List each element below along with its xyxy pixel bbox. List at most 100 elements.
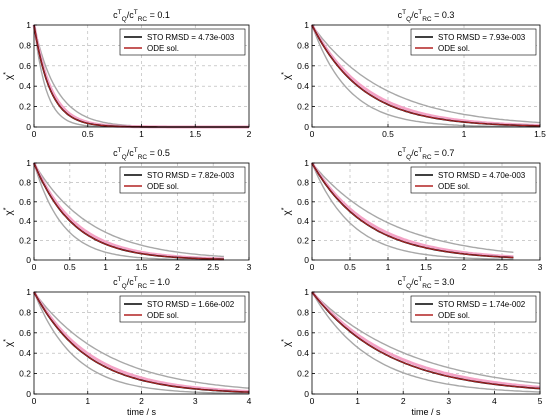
x-tick-label: 0.5	[82, 129, 94, 139]
y-axis-label: χ*	[3, 339, 15, 347]
x-tick-label: 1.5	[189, 129, 201, 139]
subplot-title: cTQ/cTRC = 1.0	[113, 276, 170, 290]
title-sup: T	[418, 276, 422, 283]
upper-spread-line	[311, 162, 514, 253]
title-value: = 3.0	[432, 277, 455, 287]
y-label-symbol: χ	[282, 341, 293, 347]
subplot-title: cTQ/cTRC = 0.5	[113, 147, 170, 161]
y-tick-label: 1	[304, 287, 309, 297]
upper-spread-line	[311, 291, 541, 385]
title-c: c	[398, 277, 403, 287]
title-sub: Q	[406, 154, 411, 161]
legend-box	[410, 166, 537, 194]
x-tick-label: 0.5	[64, 262, 76, 272]
x-tick-label: 1.5	[534, 129, 546, 139]
y-axis-label: χ*	[3, 207, 15, 215]
title-c: c	[398, 148, 403, 158]
legend-box	[410, 28, 537, 56]
x-tick-label: 0.5	[344, 262, 356, 272]
x-tick-label: 1	[103, 262, 108, 272]
x-tick-label: 0	[32, 129, 37, 139]
y-tick-label: 0.8	[19, 177, 31, 187]
title-sup: T	[402, 147, 406, 154]
y-label-superscript: *	[3, 72, 10, 75]
sto-band-line	[310, 291, 541, 389]
legend-ode-label: ODE sol.	[147, 182, 179, 191]
title-slash: /c	[411, 148, 419, 158]
x-tick-label: 2	[462, 262, 467, 272]
title-c: c	[113, 10, 118, 20]
x-tick-label: 2	[247, 129, 252, 139]
sto-band-line	[310, 162, 514, 259]
x-tick-label: 1.5	[136, 262, 148, 272]
title-sup: T	[402, 9, 406, 16]
title-slash: /c	[411, 277, 419, 287]
title-sup: T	[118, 276, 122, 283]
title-sup: T	[118, 147, 122, 154]
title-value: = 0.7	[432, 148, 455, 158]
x-tick-label: 0.5	[382, 129, 394, 139]
title-sub: Q	[122, 154, 127, 161]
legend-box	[119, 28, 246, 56]
legend-ode-label: ODE sol.	[147, 44, 179, 53]
x-tick-label: 3	[538, 262, 543, 272]
y-tick-label: 0.2	[297, 102, 309, 112]
ode-solution-line	[311, 291, 541, 390]
x-tick-label: 2	[175, 262, 180, 272]
title-c: c	[113, 277, 118, 287]
y-tick-label: 0.4	[19, 348, 31, 358]
title-sup: T	[418, 9, 422, 16]
y-tick-label: 0.4	[297, 216, 309, 226]
y-tick-label: 1	[304, 158, 309, 168]
legend-box	[119, 295, 246, 323]
y-tick-label: 0.8	[19, 307, 31, 317]
title-value: = 0.5	[147, 148, 170, 158]
title-c: c	[398, 10, 403, 20]
subplot-title: cTQ/cTRC = 0.7	[398, 147, 455, 161]
y-tick-label: 0.4	[19, 216, 31, 226]
title-value: = 0.3	[432, 10, 455, 20]
subplot-title: cTQ/cTRC = 0.3	[398, 9, 455, 23]
title-slash: /c	[127, 277, 135, 287]
subplot-title: cTQ/cTRC = 0.1	[113, 9, 170, 23]
axes-frame	[311, 291, 541, 395]
y-tick-label: 0.6	[297, 328, 309, 338]
title-sub: Q	[406, 283, 411, 290]
x-tick-label: 1	[462, 129, 467, 139]
x-tick-label: 2	[139, 396, 144, 406]
x-tick-label: 1.5	[420, 262, 432, 272]
subplot-1: 0 0.5 1 1.5 200.20.40.60.81χ*cTQ/cTRC = 0.1S…	[3, 9, 252, 139]
legend-ode-label: ODE sol.	[147, 311, 179, 320]
y-label-symbol: χ	[4, 209, 15, 215]
subplot-4: 0 0.5 1 1.5 2 2.5 300.20.40.60.81χ*cTQ/cTRC = …	[281, 147, 543, 272]
legend-box	[119, 166, 246, 194]
title-sub: Q	[406, 16, 411, 23]
legend-sto-label: STO RMSD = 1.66e-002	[147, 300, 235, 309]
legend-ode-label: ODE sol.	[438, 182, 470, 191]
legend-sto-label: STO RMSD = 1.74e-002	[438, 300, 526, 309]
ode-solution-line	[33, 162, 224, 260]
y-tick-label: 0.6	[19, 61, 31, 71]
x-tick-label: 2	[401, 396, 406, 406]
title-sub: RC	[138, 154, 148, 161]
x-tick-label: 3	[247, 262, 252, 272]
axes-frame	[311, 24, 541, 128]
x-tick-label: 0	[32, 396, 37, 406]
lower-spread-line	[311, 24, 540, 128]
title-sub: RC	[138, 16, 148, 23]
y-axis-label: χ*	[3, 72, 15, 80]
title-slash: /c	[127, 148, 135, 158]
x-tick-label: 3	[446, 396, 451, 406]
subplot-2: 0 0.5 1 1.500.20.40.60.81χ*cTQ/cTRC = 0.3ST…	[281, 9, 546, 139]
legend-sto-label: STO RMSD = 4.70e-003	[438, 171, 526, 180]
y-tick-label: 0	[304, 122, 309, 132]
y-tick-label: 0	[26, 389, 31, 399]
upper-spread-line	[311, 24, 541, 124]
y-tick-label: 0.6	[19, 328, 31, 338]
y-tick-label: 0.2	[297, 236, 309, 246]
x-tick-label: 1	[355, 396, 360, 406]
title-sup: T	[134, 276, 138, 283]
